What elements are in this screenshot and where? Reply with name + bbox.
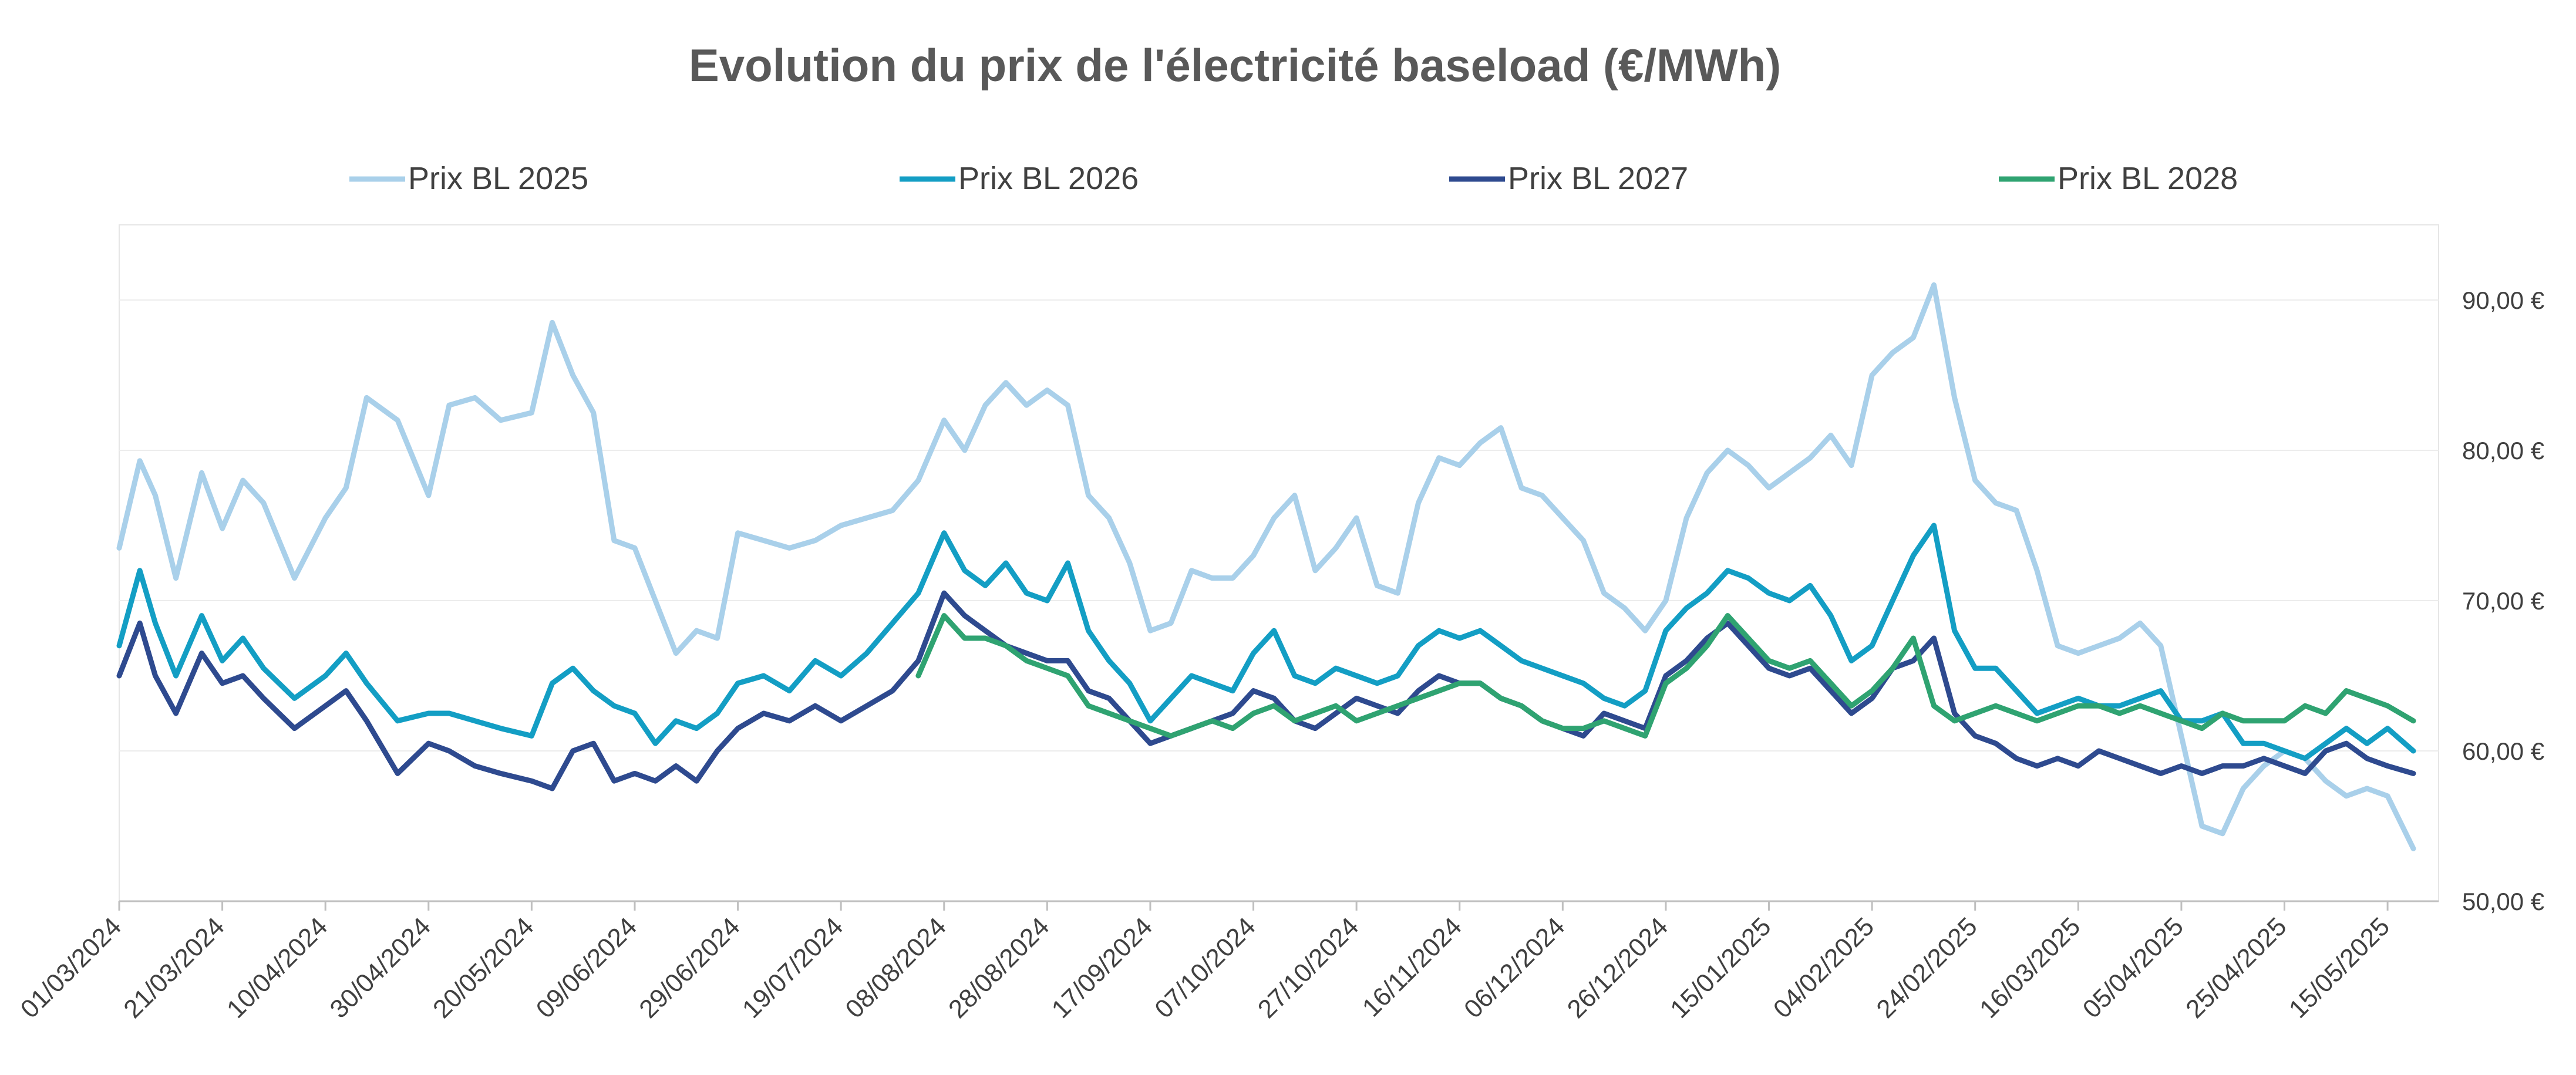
x-tick-label: 07/10/2024: [1149, 912, 1261, 1023]
series-line-prix-bl-2026: [116, 523, 2416, 761]
legend-label: Prix BL 2026: [958, 161, 1139, 196]
legend-item: Prix BL 2027: [1449, 161, 1688, 196]
x-tick-label: 04/02/2025: [1768, 912, 1880, 1023]
legend-label: Prix BL 2025: [408, 161, 588, 196]
y-tick-label: 60,00 €: [2462, 737, 2544, 765]
x-tick-label: 10/04/2024: [221, 912, 333, 1023]
chart-title: Evolution du prix de l'électricité basel…: [689, 39, 1782, 91]
x-tick-label: 16/03/2025: [1974, 912, 2086, 1023]
x-tick-label: 08/08/2024: [840, 912, 951, 1023]
x-tick-label: 15/05/2025: [2284, 912, 2395, 1023]
x-tick-label: 21/03/2024: [118, 912, 230, 1023]
x-tick-label: 30/04/2024: [324, 912, 436, 1023]
series-lines: [116, 282, 2416, 851]
x-tick-label: 06/12/2024: [1459, 912, 1570, 1023]
x-tick-label: 16/11/2024: [1357, 912, 1467, 1022]
series-line-prix-bl-2027: [116, 590, 2416, 791]
legend-label: Prix BL 2027: [1508, 161, 1688, 196]
legend-item: Prix BL 2025: [349, 161, 588, 196]
legend: Prix BL 2025 Prix BL 2026 Prix BL 2027 Prix…: [349, 161, 2238, 196]
y-tick-label: 80,00 €: [2462, 437, 2544, 464]
legend-item: Prix BL 2026: [900, 161, 1139, 196]
y-axis: 50,00 € 60,00 € 70,00 € 80,00 € 90,00 €: [2462, 287, 2544, 915]
legend-label: Prix BL 2028: [2058, 161, 2238, 196]
x-tick-label: 05/04/2025: [2077, 912, 2189, 1023]
gridlines: [119, 299, 2439, 752]
x-tick-label: 26/12/2024: [1562, 912, 1673, 1023]
x-tick-label: 25/04/2025: [2180, 912, 2292, 1023]
x-tick-label: 19/07/2024: [737, 912, 848, 1023]
x-tick-label: 20/05/2024: [427, 912, 539, 1023]
series-line-prix-bl-2028: [915, 613, 2416, 739]
x-tick-label: 28/08/2024: [943, 912, 1055, 1023]
legend-item: Prix BL 2028: [1999, 161, 2238, 196]
x-tick-label: 29/06/2024: [634, 912, 745, 1023]
x-axis: 01/03/202421/03/202410/04/202430/04/2024…: [15, 900, 2439, 1024]
y-tick-label: 70,00 €: [2462, 587, 2544, 615]
y-tick-label: 90,00 €: [2462, 287, 2544, 314]
x-tick-label: 01/03/2024: [15, 912, 127, 1023]
x-tick-label: 24/02/2025: [1871, 912, 1982, 1023]
x-tick-label: 15/01/2025: [1665, 912, 1776, 1023]
x-tick-label: 09/06/2024: [531, 912, 642, 1023]
y-tick-label: 50,00 €: [2462, 888, 2544, 915]
x-tick-label: 27/10/2024: [1252, 912, 1364, 1023]
x-tick-label: 17/09/2024: [1046, 912, 1158, 1023]
plot-area-frame: [119, 224, 2439, 902]
series-line-prix-bl-2025: [116, 282, 2416, 851]
